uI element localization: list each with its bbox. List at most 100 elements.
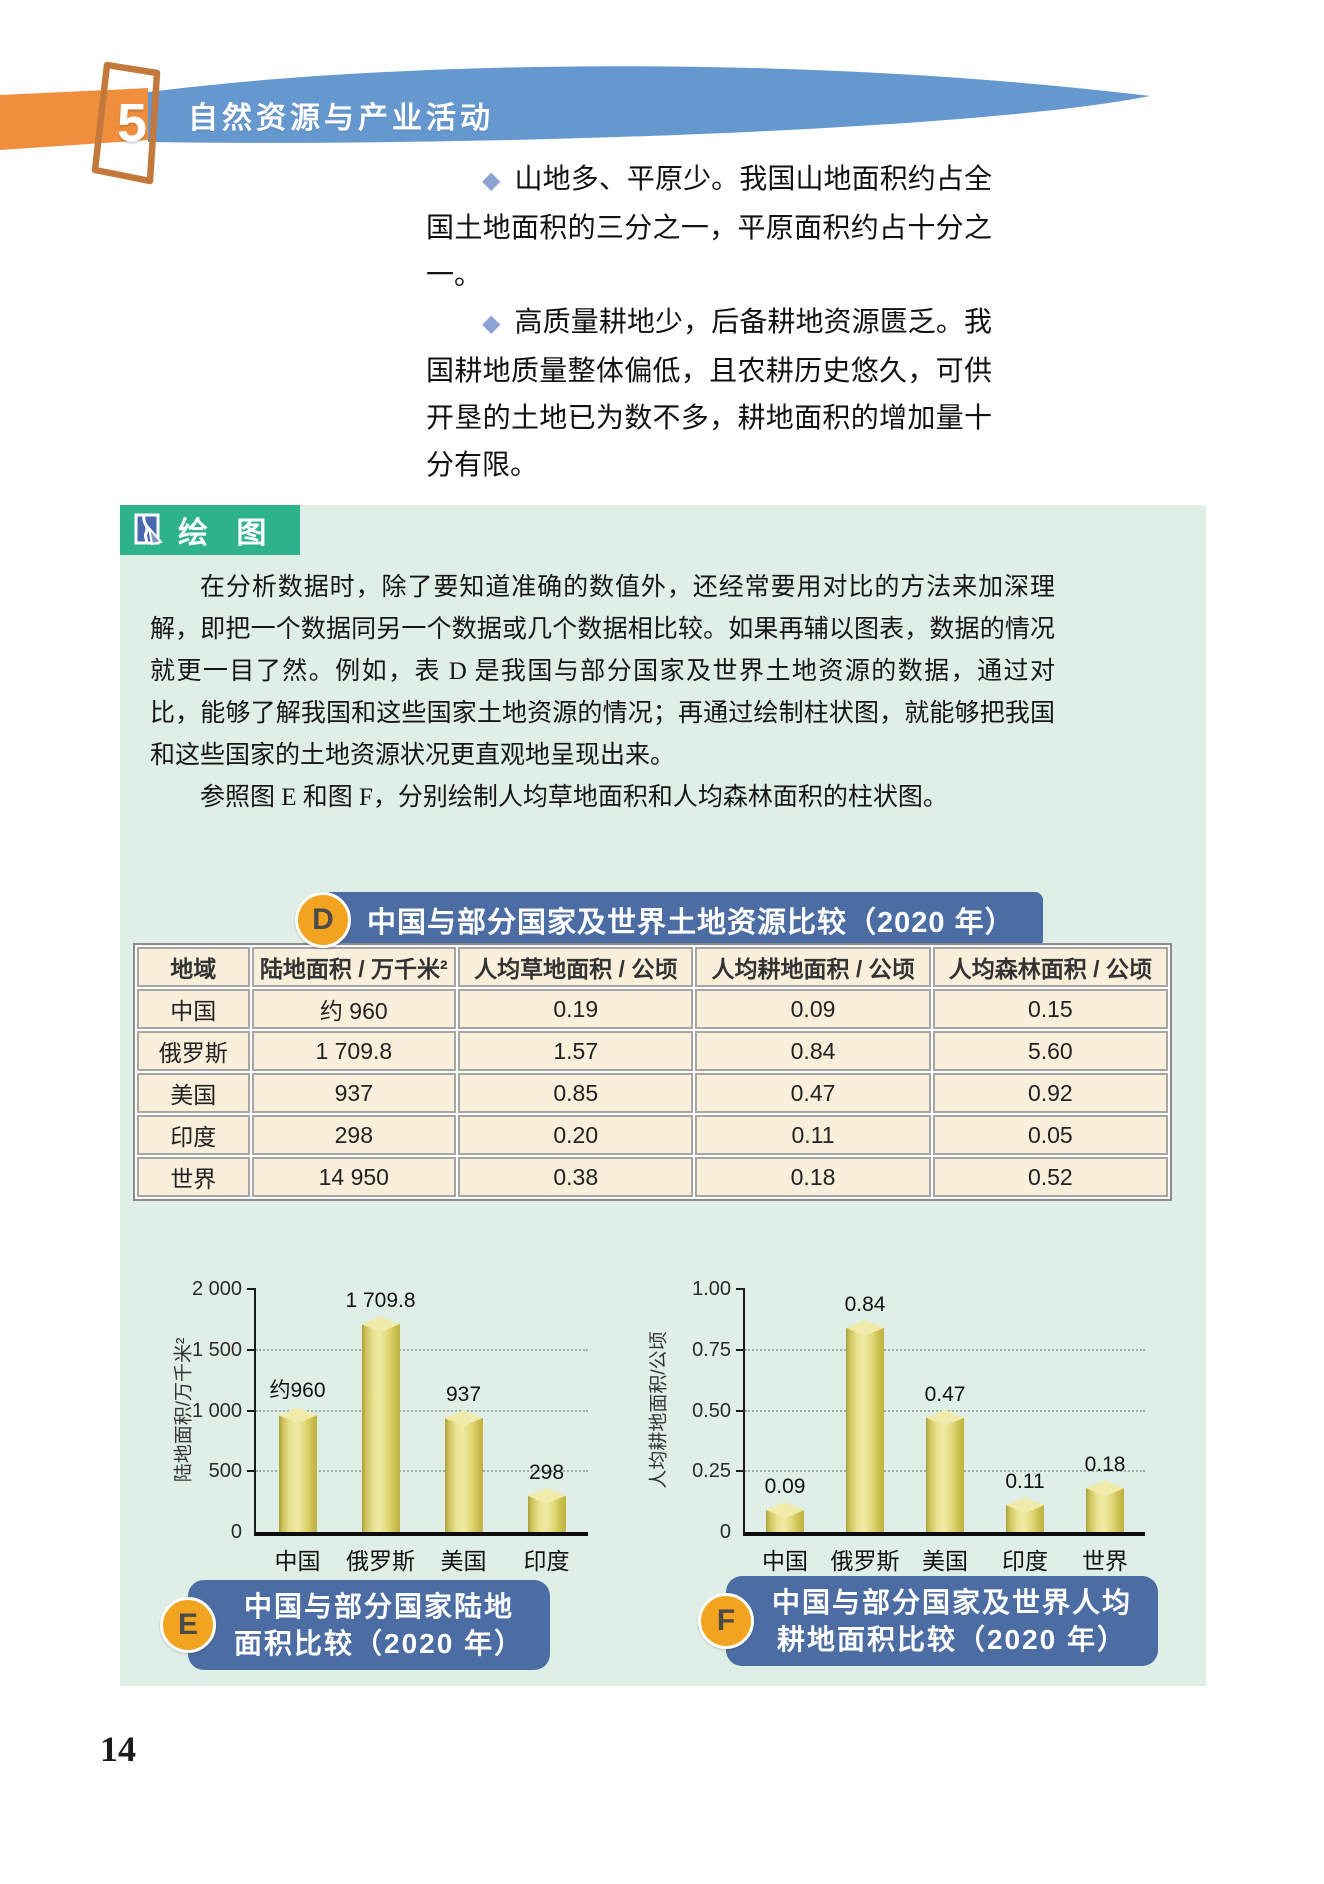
x-category-label: 印度 — [1002, 1548, 1048, 1574]
table-cell: 0.38 — [458, 1157, 694, 1197]
axis-tick — [736, 1348, 745, 1351]
table-cell: 0.05 — [932, 1115, 1168, 1155]
table-header-cell: 陆地面积 / 万千米² — [251, 947, 457, 987]
bar-group: 0.84 俄罗斯 — [822, 1292, 908, 1574]
bar-value-label: 0.84 — [844, 1292, 886, 1316]
activity-instructions: 在分析数据时，除了要知道准确的数值外，还经常要用对比的方法来加深理解，即把一个数… — [150, 567, 1055, 819]
table-cell: 中国 — [137, 989, 250, 1029]
drawing-section-label: 绘 图 — [178, 517, 277, 550]
x-category-label: 俄罗斯 — [346, 1548, 415, 1574]
table-cell: 世界 — [137, 1157, 250, 1197]
table-header-cell: 人均森林面积 / 公顷 — [932, 947, 1168, 987]
table-cell: 0.52 — [932, 1157, 1168, 1197]
table-header-cell: 人均耕地面积 / 公顷 — [695, 947, 931, 987]
chapter-header-banner — [0, 61, 1150, 185]
bar-value-label: 937 — [445, 1383, 482, 1407]
table-cell: 0.47 — [695, 1073, 931, 1113]
pen-drawing-icon — [134, 513, 163, 546]
table-cell: 14 950 — [251, 1157, 457, 1197]
intro-text-block: ◆ 山地多、平原少。我国山地面积约占全国土地面积的三分之一，平原面积约占十分之一。… — [426, 156, 992, 489]
figure-e-caption: E 中国与部分国家陆地 面积比较（2020 年） — [160, 1580, 551, 1670]
x-category-label: 中国 — [274, 1548, 321, 1574]
table-cell: 0.09 — [695, 989, 931, 1029]
y-tick-label: 0.75 — [692, 1338, 731, 1361]
axis-tick — [736, 1470, 745, 1473]
activity-paragraph: 在分析数据时，除了要知道准确的数值外，还经常要用对比的方法来加深理解，即把一个数… — [150, 574, 1055, 769]
axis-tick — [247, 1348, 256, 1351]
axis-tick — [736, 1288, 745, 1290]
table-row: 世界 14 950 0.38 0.18 0.52 — [137, 1157, 1168, 1197]
axis-tick — [247, 1288, 256, 1290]
bar-value-label: 0.11 — [1005, 1470, 1045, 1494]
bar — [926, 1417, 964, 1532]
bar-3d-top — [444, 1410, 483, 1427]
table-cell: 0.19 — [458, 989, 694, 1029]
bar-group: 0.47 美国 — [902, 1383, 988, 1574]
drawing-section-tag: 绘 图 — [120, 505, 301, 555]
diamond-bullet-icon: ◆ — [482, 168, 501, 194]
table-cell: 美国 — [137, 1073, 250, 1113]
orange-stripe — [0, 88, 148, 150]
table-header-cell: 人均草地面积 / 公顷 — [458, 947, 694, 987]
figure-letter-badge-f: F — [698, 1593, 754, 1649]
bar-group: 0.11 印度 — [982, 1470, 1068, 1574]
bar — [278, 1415, 317, 1532]
y-tick-label: 1.00 — [692, 1278, 731, 1300]
table-cell: 约 960 — [251, 989, 457, 1029]
chapter-title: 自然资源与产业活动 — [188, 102, 494, 135]
figure-f-caption-text: 中国与部分国家及世界人均 耕地面积比较（2020 年） — [726, 1576, 1159, 1666]
table-cell: 1.57 — [458, 1031, 694, 1071]
intro-bullet-paragraph: ◆ 高质量耕地少，后备耕地资源匮乏。我国耕地质量整体偏低，且农耕历史悠久，可供开垦… — [426, 299, 992, 489]
figure-letter-badge-d: D — [295, 892, 351, 948]
y-tick-label: 0 — [719, 1521, 731, 1543]
x-category-label: 俄罗斯 — [830, 1548, 900, 1574]
chart-land-area: 陆地面积/万千米² 0 500 1 000 1 500 2 000 约960 中国 1 709… — [150, 1265, 595, 1574]
bar-group: 约960 中国 — [255, 1374, 341, 1574]
table-header-row: 地域 陆地面积 / 万千米² 人均草地面积 / 公顷 人均耕地面积 / 公顷 人均森林面… — [137, 947, 1168, 987]
gridline — [256, 1348, 588, 1351]
intro-bullet-paragraph: ◆ 山地多、平原少。我国山地面积约占全国土地面积的三分之一，平原面积约占十分之一。 — [426, 156, 992, 299]
table-d-title-text: 中国与部分国家及世界土地资源比较（2020 年） — [323, 892, 1043, 948]
axis-tick — [736, 1409, 745, 1412]
table-cell: 1 709.8 — [251, 1031, 457, 1071]
table-row: 印度 298 0.20 0.11 0.05 — [137, 1115, 1168, 1155]
bar-group: 0.18 世界 — [1062, 1453, 1148, 1574]
gridline — [256, 1409, 588, 1412]
table-d: 地域 陆地面积 / 万千米² 人均草地面积 / 公顷 人均耕地面积 / 公顷 人均森林面… — [133, 943, 1172, 1201]
bar — [846, 1327, 884, 1532]
table-row: 美国 937 0.85 0.47 0.92 — [137, 1073, 1168, 1113]
x-category-label: 美国 — [922, 1548, 968, 1574]
table-cell: 0.15 — [932, 989, 1168, 1029]
bar-group: 937 美国 — [421, 1383, 507, 1574]
x-category-label: 世界 — [1082, 1548, 1128, 1574]
table-cell: 5.60 — [932, 1031, 1168, 1071]
chapter-number: 5 — [116, 93, 148, 153]
plot-area: 0 0.25 0.50 0.75 1.00 0.09 中国 0.84 俄罗斯 0.47 美国 0.11… — [692, 1279, 1148, 1574]
blue-swoosh — [148, 66, 1150, 143]
bar — [361, 1324, 400, 1532]
table-cell: 印度 — [137, 1115, 250, 1155]
bar-value-label: 约960 — [269, 1379, 326, 1403]
bar-group: 1 709.8 俄罗斯 — [338, 1289, 424, 1574]
bar-3d-top — [1006, 1497, 1044, 1514]
bar-3d-top — [846, 1319, 884, 1336]
x-category-label: 中国 — [762, 1548, 808, 1574]
bar-3d-top — [527, 1487, 566, 1504]
axis-tick — [247, 1409, 256, 1412]
bar-value-label: 1 709.8 — [345, 1289, 416, 1313]
bar-group: 298 印度 — [504, 1460, 590, 1574]
bar-value-label: 298 — [528, 1460, 565, 1484]
intro-paragraph-text: 高质量耕地少，后备耕地资源匮乏。我国耕地质量整体偏低，且农耕历史悠久，可供开垦的… — [426, 307, 992, 481]
bar-value-label: 0.18 — [1084, 1453, 1126, 1477]
bar — [766, 1510, 804, 1532]
bar — [444, 1418, 483, 1532]
page-number: 14 — [100, 1729, 136, 1769]
table-header-cell: 地域 — [137, 947, 250, 987]
gridline — [745, 1348, 1145, 1351]
y-tick-label: 0.50 — [692, 1399, 731, 1422]
bar-3d-top — [361, 1316, 400, 1333]
chart-arable-per-capita: 人均耕地面积/公顷 0 0.25 0.50 0.75 1.00 0.09 中国 0.84 俄罗斯… — [625, 1265, 1150, 1574]
table-cell: 0.85 — [458, 1073, 694, 1113]
bar-3d-top — [278, 1407, 317, 1424]
